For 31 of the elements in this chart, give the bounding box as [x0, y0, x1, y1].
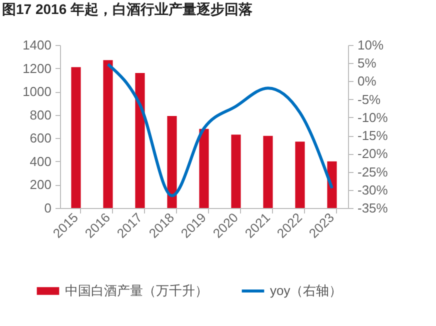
- y-tick-label: 200: [30, 177, 52, 192]
- bar: [135, 72, 145, 208]
- bar: [103, 60, 113, 208]
- bar: [199, 128, 209, 208]
- y2-tick-label: -30%: [358, 182, 388, 198]
- line-series: [106, 62, 334, 198]
- bar: [295, 142, 305, 208]
- y-tick-label: 1200: [22, 60, 52, 76]
- legend-label: 中国白酒产量（万千升）: [65, 283, 208, 298]
- y2-tick-label: -10%: [358, 110, 388, 125]
- y2-tick-label: 5%: [358, 56, 377, 71]
- bar: [167, 116, 177, 208]
- y-tick-label: 800: [30, 107, 52, 122]
- y-tick-label: 400: [30, 154, 52, 169]
- y2-tick-label: -5%: [358, 92, 382, 107]
- bar: [327, 161, 337, 208]
- bar: [71, 67, 81, 208]
- y-tick-label: 600: [30, 130, 52, 146]
- y-tick-label: 0: [44, 200, 52, 216]
- bar: [263, 136, 273, 208]
- legend-label: yoy（右轴）: [270, 283, 342, 298]
- y2-tick-label: -35%: [358, 200, 388, 216]
- bar: [231, 134, 241, 208]
- y-tick-label: 1000: [22, 84, 52, 100]
- y2-tick-label: -25%: [358, 164, 388, 180]
- y2-tick-label: 0%: [358, 74, 377, 89]
- chart-title: 图17 2016 年起，白酒行业产量逐步回落: [2, 1, 254, 17]
- y2-tick-label: -20%: [358, 146, 388, 162]
- y2-tick-label: -15%: [358, 128, 388, 144]
- y-tick-label: 1400: [22, 38, 52, 52]
- y2-tick-label: 10%: [358, 38, 384, 52]
